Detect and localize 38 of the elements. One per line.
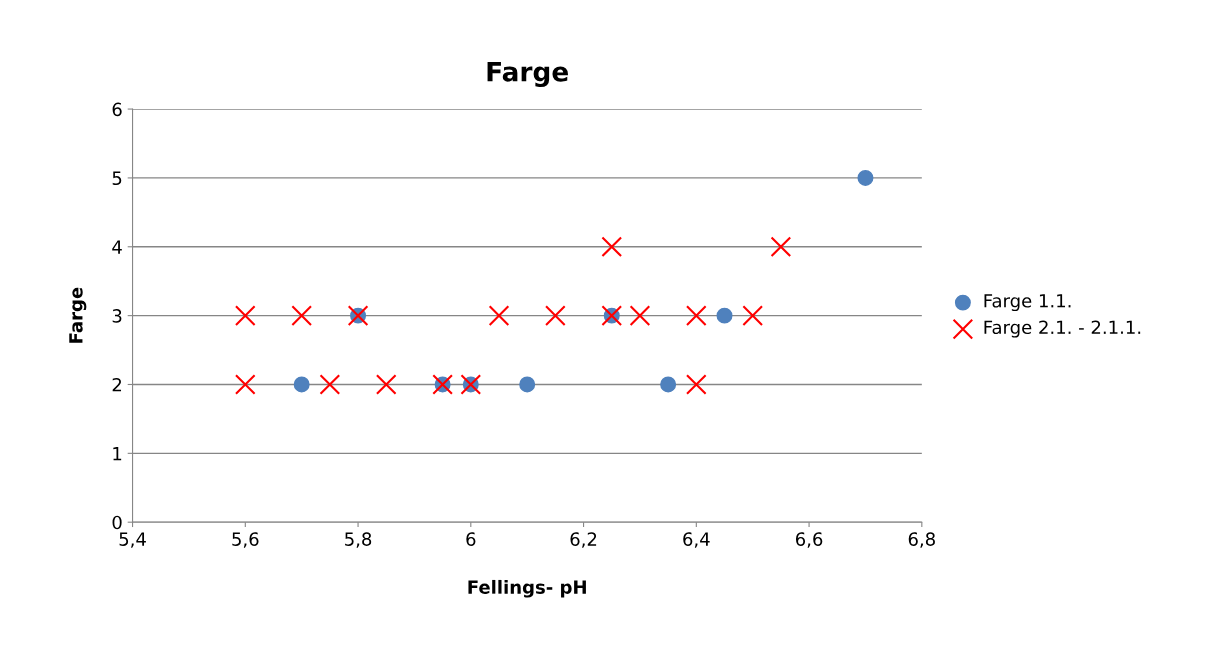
y-tick-label: 2	[112, 377, 122, 392]
y-tick-label: 0	[112, 515, 122, 530]
x-tick-label: 6,2	[570, 532, 597, 548]
point	[234, 374, 256, 395]
x-axis-title: Fellings- pH	[468, 579, 586, 598]
legend-label: Farge 2.1. - 2.1.1.	[984, 320, 1141, 338]
y-tick-label: 4	[112, 240, 122, 254]
point	[716, 307, 733, 324]
chart-title: Farge	[487, 62, 568, 87]
x-tick-label: 5,6	[232, 532, 259, 548]
point	[857, 169, 874, 186]
point	[293, 376, 310, 393]
y-tick-label: 5	[112, 171, 122, 186]
point	[234, 305, 256, 326]
point	[488, 305, 510, 326]
point	[601, 236, 623, 258]
point	[319, 374, 341, 395]
point	[545, 305, 566, 326]
y-tick-label: 6	[112, 102, 122, 117]
point	[685, 305, 707, 326]
x-tick-label: 5,8	[345, 532, 372, 548]
x-tick-label: 6,4	[683, 532, 710, 548]
x-tick-label: 6,8	[908, 532, 935, 548]
point	[742, 305, 764, 326]
point	[291, 305, 313, 326]
point	[519, 376, 536, 393]
y-tick-label: 1	[113, 447, 122, 461]
x-tick-label: 5,4	[119, 532, 146, 548]
legend-label: Farge 1.1.	[984, 294, 1071, 312]
x-tick-label: 6	[466, 532, 476, 546]
point	[375, 374, 397, 395]
y-tick-label: 3	[112, 309, 122, 323]
point	[770, 236, 792, 258]
x-tick-label: 6,6	[795, 532, 823, 548]
point	[629, 305, 651, 326]
y-axis-title: Farge	[69, 287, 87, 343]
point	[685, 374, 707, 395]
point	[660, 376, 677, 393]
